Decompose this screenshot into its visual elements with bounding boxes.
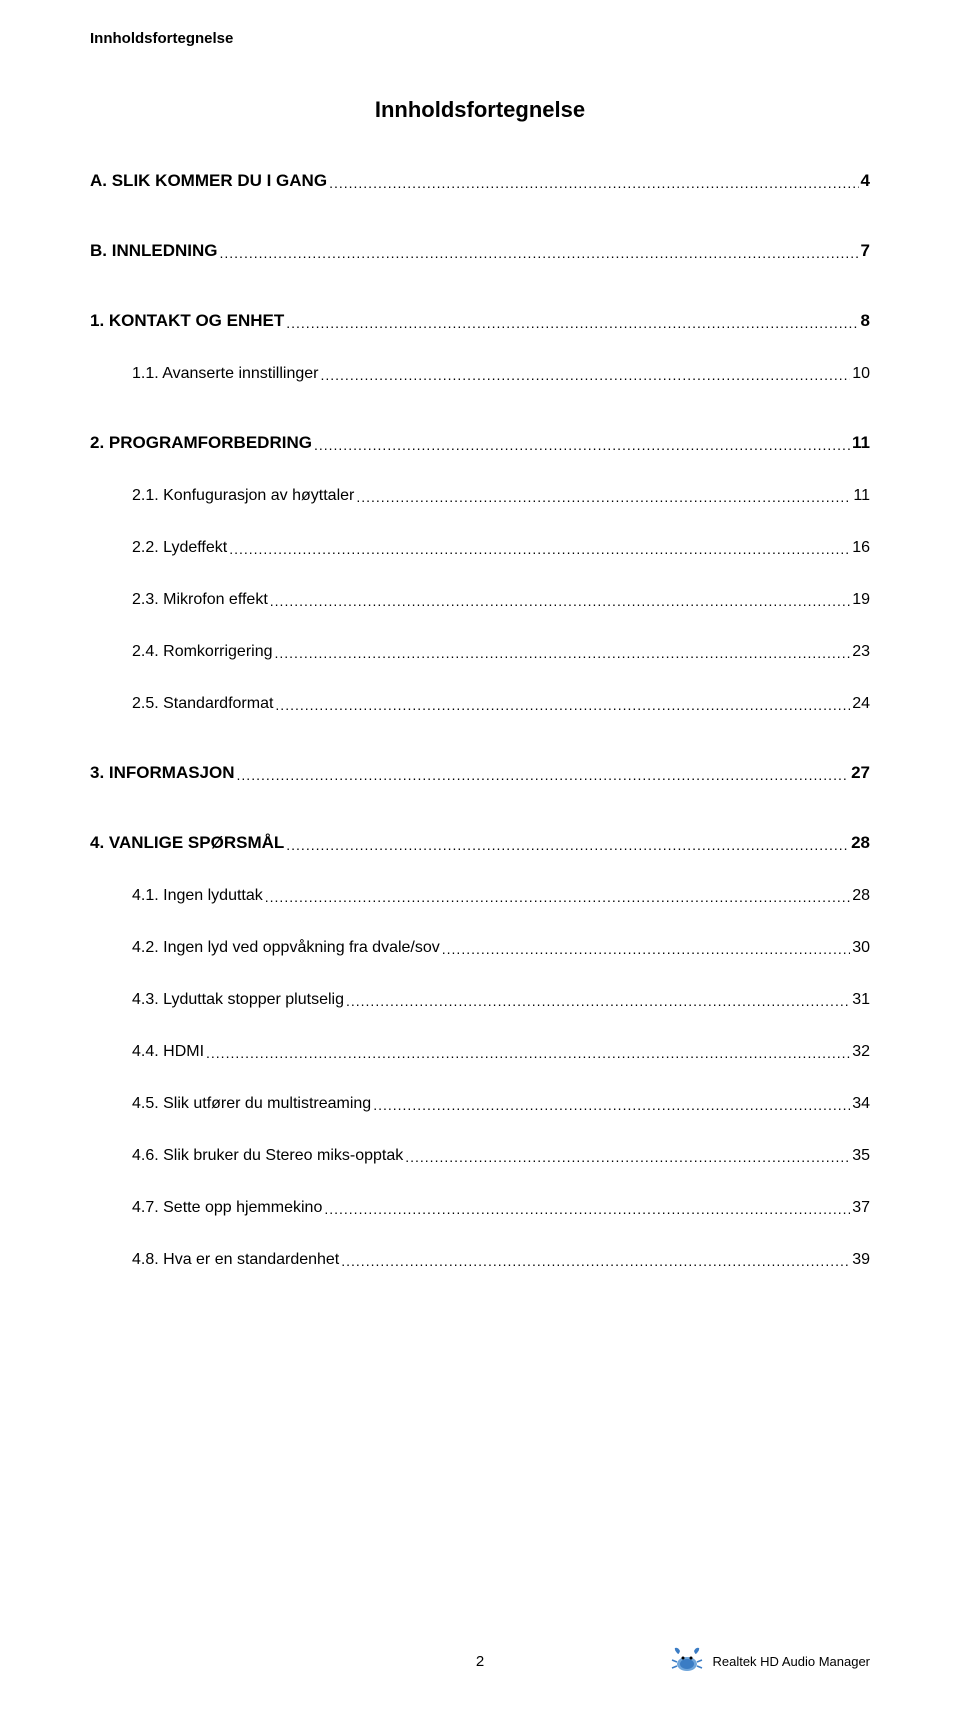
toc-entry-main: 2. PROGRAMFORBEDRING ...................… (90, 433, 870, 453)
toc-leader: ........................................… (229, 541, 850, 557)
toc-page-number: 27 (851, 763, 870, 783)
toc-leader: ........................................… (275, 645, 851, 661)
toc-leader: ........................................… (275, 697, 850, 713)
toc-page-number: 34 (852, 1095, 870, 1113)
toc-sublabel: 4.6. Slik bruker du Stereo miks-opptak (132, 1147, 403, 1165)
toc-page-number: 7 (861, 241, 870, 261)
toc-leader: ........................................… (346, 993, 850, 1009)
toc-section: A. SLIK KOMMER DU I GANG ...............… (90, 171, 870, 191)
toc-page-number: 11 (852, 433, 870, 453)
table-of-contents: A. SLIK KOMMER DU I GANG ...............… (90, 171, 870, 1269)
toc-sublabel: 4.7. Sette opp hjemmekino (132, 1199, 322, 1217)
toc-entry-sub: 4.5. Slik utfører du multistreaming ....… (90, 1095, 870, 1113)
toc-leader: ........................................… (314, 437, 850, 453)
toc-label: 3. INFORMASJON (90, 763, 235, 783)
toc-section: 3. INFORMASJON .........................… (90, 763, 870, 783)
page-number: 2 (476, 1653, 484, 1670)
toc-section: B. INNLEDNING ..........................… (90, 241, 870, 261)
toc-page-number: 16 (852, 539, 870, 557)
toc-page-number: 28 (851, 833, 870, 853)
toc-leader: ........................................… (286, 837, 849, 853)
footer-brand-text: Realtek HD Audio Manager (712, 1654, 870, 1669)
toc-label: 1. KONTAKT OG ENHET (90, 311, 284, 331)
toc-page-number: 24 (852, 695, 870, 713)
toc-entry-main: 3. INFORMASJON .........................… (90, 763, 870, 783)
toc-entry-sub: 4.4. HDMI ..............................… (90, 1043, 870, 1061)
toc-entry-main: 4. VANLIGE SPØRSMÅL ....................… (90, 833, 870, 853)
toc-sublabel: 2.1. Konfugurasjon av høyttaler (132, 487, 354, 505)
toc-leader: ........................................… (356, 489, 851, 505)
toc-page-number: 35 (852, 1147, 870, 1165)
toc-entry-sub: 4.3. Lyduttak stopper plutselig ........… (90, 991, 870, 1009)
toc-page-number: 37 (852, 1199, 870, 1217)
toc-sublabel: 4.8. Hva er en standardenhet (132, 1251, 339, 1269)
toc-entry-main: B. INNLEDNING ..........................… (90, 241, 870, 261)
toc-label: 4. VANLIGE SPØRSMÅL (90, 833, 284, 853)
toc-entry-sub: 2.3. Mikrofon effekt ...................… (90, 591, 870, 609)
toc-entry-sub: 4.1. Ingen lyduttak ....................… (90, 887, 870, 905)
toc-entry-sub: 4.6. Slik bruker du Stereo miks-opptak .… (90, 1147, 870, 1165)
toc-label: A. SLIK KOMMER DU I GANG (90, 171, 327, 191)
toc-leader: ........................................… (286, 315, 858, 331)
toc-leader: ........................................… (270, 593, 850, 609)
toc-label: B. INNLEDNING (90, 241, 218, 261)
toc-leader: ........................................… (405, 1149, 850, 1165)
toc-sublabel: 2.3. Mikrofon effekt (132, 591, 268, 609)
toc-leader: ........................................… (237, 767, 850, 783)
toc-leader: ........................................… (206, 1045, 850, 1061)
toc-sublabel: 2.2. Lydeffekt (132, 539, 227, 557)
toc-section: 4. VANLIGE SPØRSMÅL ....................… (90, 833, 870, 1269)
toc-leader: ........................................… (320, 367, 850, 383)
toc-page-number: 32 (852, 1043, 870, 1061)
toc-entry-sub: 4.7. Sette opp hjemmekino ..............… (90, 1199, 870, 1217)
toc-label: 2. PROGRAMFORBEDRING (90, 433, 312, 453)
toc-page-number: 8 (861, 311, 870, 331)
toc-leader: ........................................… (265, 889, 850, 905)
toc-page-number: 30 (852, 939, 870, 957)
toc-leader: ........................................… (373, 1097, 850, 1113)
toc-page-number: 31 (852, 991, 870, 1009)
crab-icon (670, 1646, 704, 1676)
toc-entry-sub: 2.1. Konfugurasjon av høyttaler ........… (90, 487, 870, 505)
toc-entry-sub: 2.4. Romkorrigering ....................… (90, 643, 870, 661)
toc-entry-sub: 2.2. Lydeffekt .........................… (90, 539, 870, 557)
toc-page-number: 11 (853, 487, 870, 505)
toc-leader: ........................................… (324, 1201, 850, 1217)
toc-leader: ........................................… (329, 175, 858, 191)
toc-sublabel: 2.5. Standardformat (132, 695, 273, 713)
toc-sublabel: 2.4. Romkorrigering (132, 643, 273, 661)
toc-entry-sub: 4.8. Hva er en standardenhet ...........… (90, 1251, 870, 1269)
page-header: Innholdsfortegnelse (90, 30, 870, 47)
toc-page-number: 28 (852, 887, 870, 905)
toc-page-number: 23 (852, 643, 870, 661)
toc-leader: ........................................… (341, 1253, 850, 1269)
footer-branding: Realtek HD Audio Manager (670, 1646, 870, 1676)
toc-entry-main: 1. KONTAKT OG ENHET ....................… (90, 311, 870, 331)
toc-sublabel: 1.1. Avanserte innstillinger (132, 365, 318, 383)
toc-page-number: 19 (852, 591, 870, 609)
toc-page-number: 39 (852, 1251, 870, 1269)
toc-section: 1. KONTAKT OG ENHET ....................… (90, 311, 870, 383)
toc-sublabel: 4.2. Ingen lyd ved oppvåkning fra dvale/… (132, 939, 440, 957)
toc-entry-sub: 1.1. Avanserte innstillinger ...........… (90, 365, 870, 383)
toc-entry-main: A. SLIK KOMMER DU I GANG ...............… (90, 171, 870, 191)
toc-sublabel: 4.4. HDMI (132, 1043, 204, 1061)
toc-page-number: 10 (852, 365, 870, 383)
toc-leader: ........................................… (442, 941, 850, 957)
toc-page-number: 4 (861, 171, 870, 191)
toc-entry-sub: 2.5. Standardformat ....................… (90, 695, 870, 713)
toc-sublabel: 4.3. Lyduttak stopper plutselig (132, 991, 344, 1009)
toc-entry-sub: 4.2. Ingen lyd ved oppvåkning fra dvale/… (90, 939, 870, 957)
toc-sublabel: 4.1. Ingen lyduttak (132, 887, 263, 905)
toc-section: 2. PROGRAMFORBEDRING ...................… (90, 433, 870, 713)
page-title: Innholdsfortegnelse (90, 97, 870, 123)
toc-leader: ........................................… (220, 245, 859, 261)
toc-sublabel: 4.5. Slik utfører du multistreaming (132, 1095, 371, 1113)
